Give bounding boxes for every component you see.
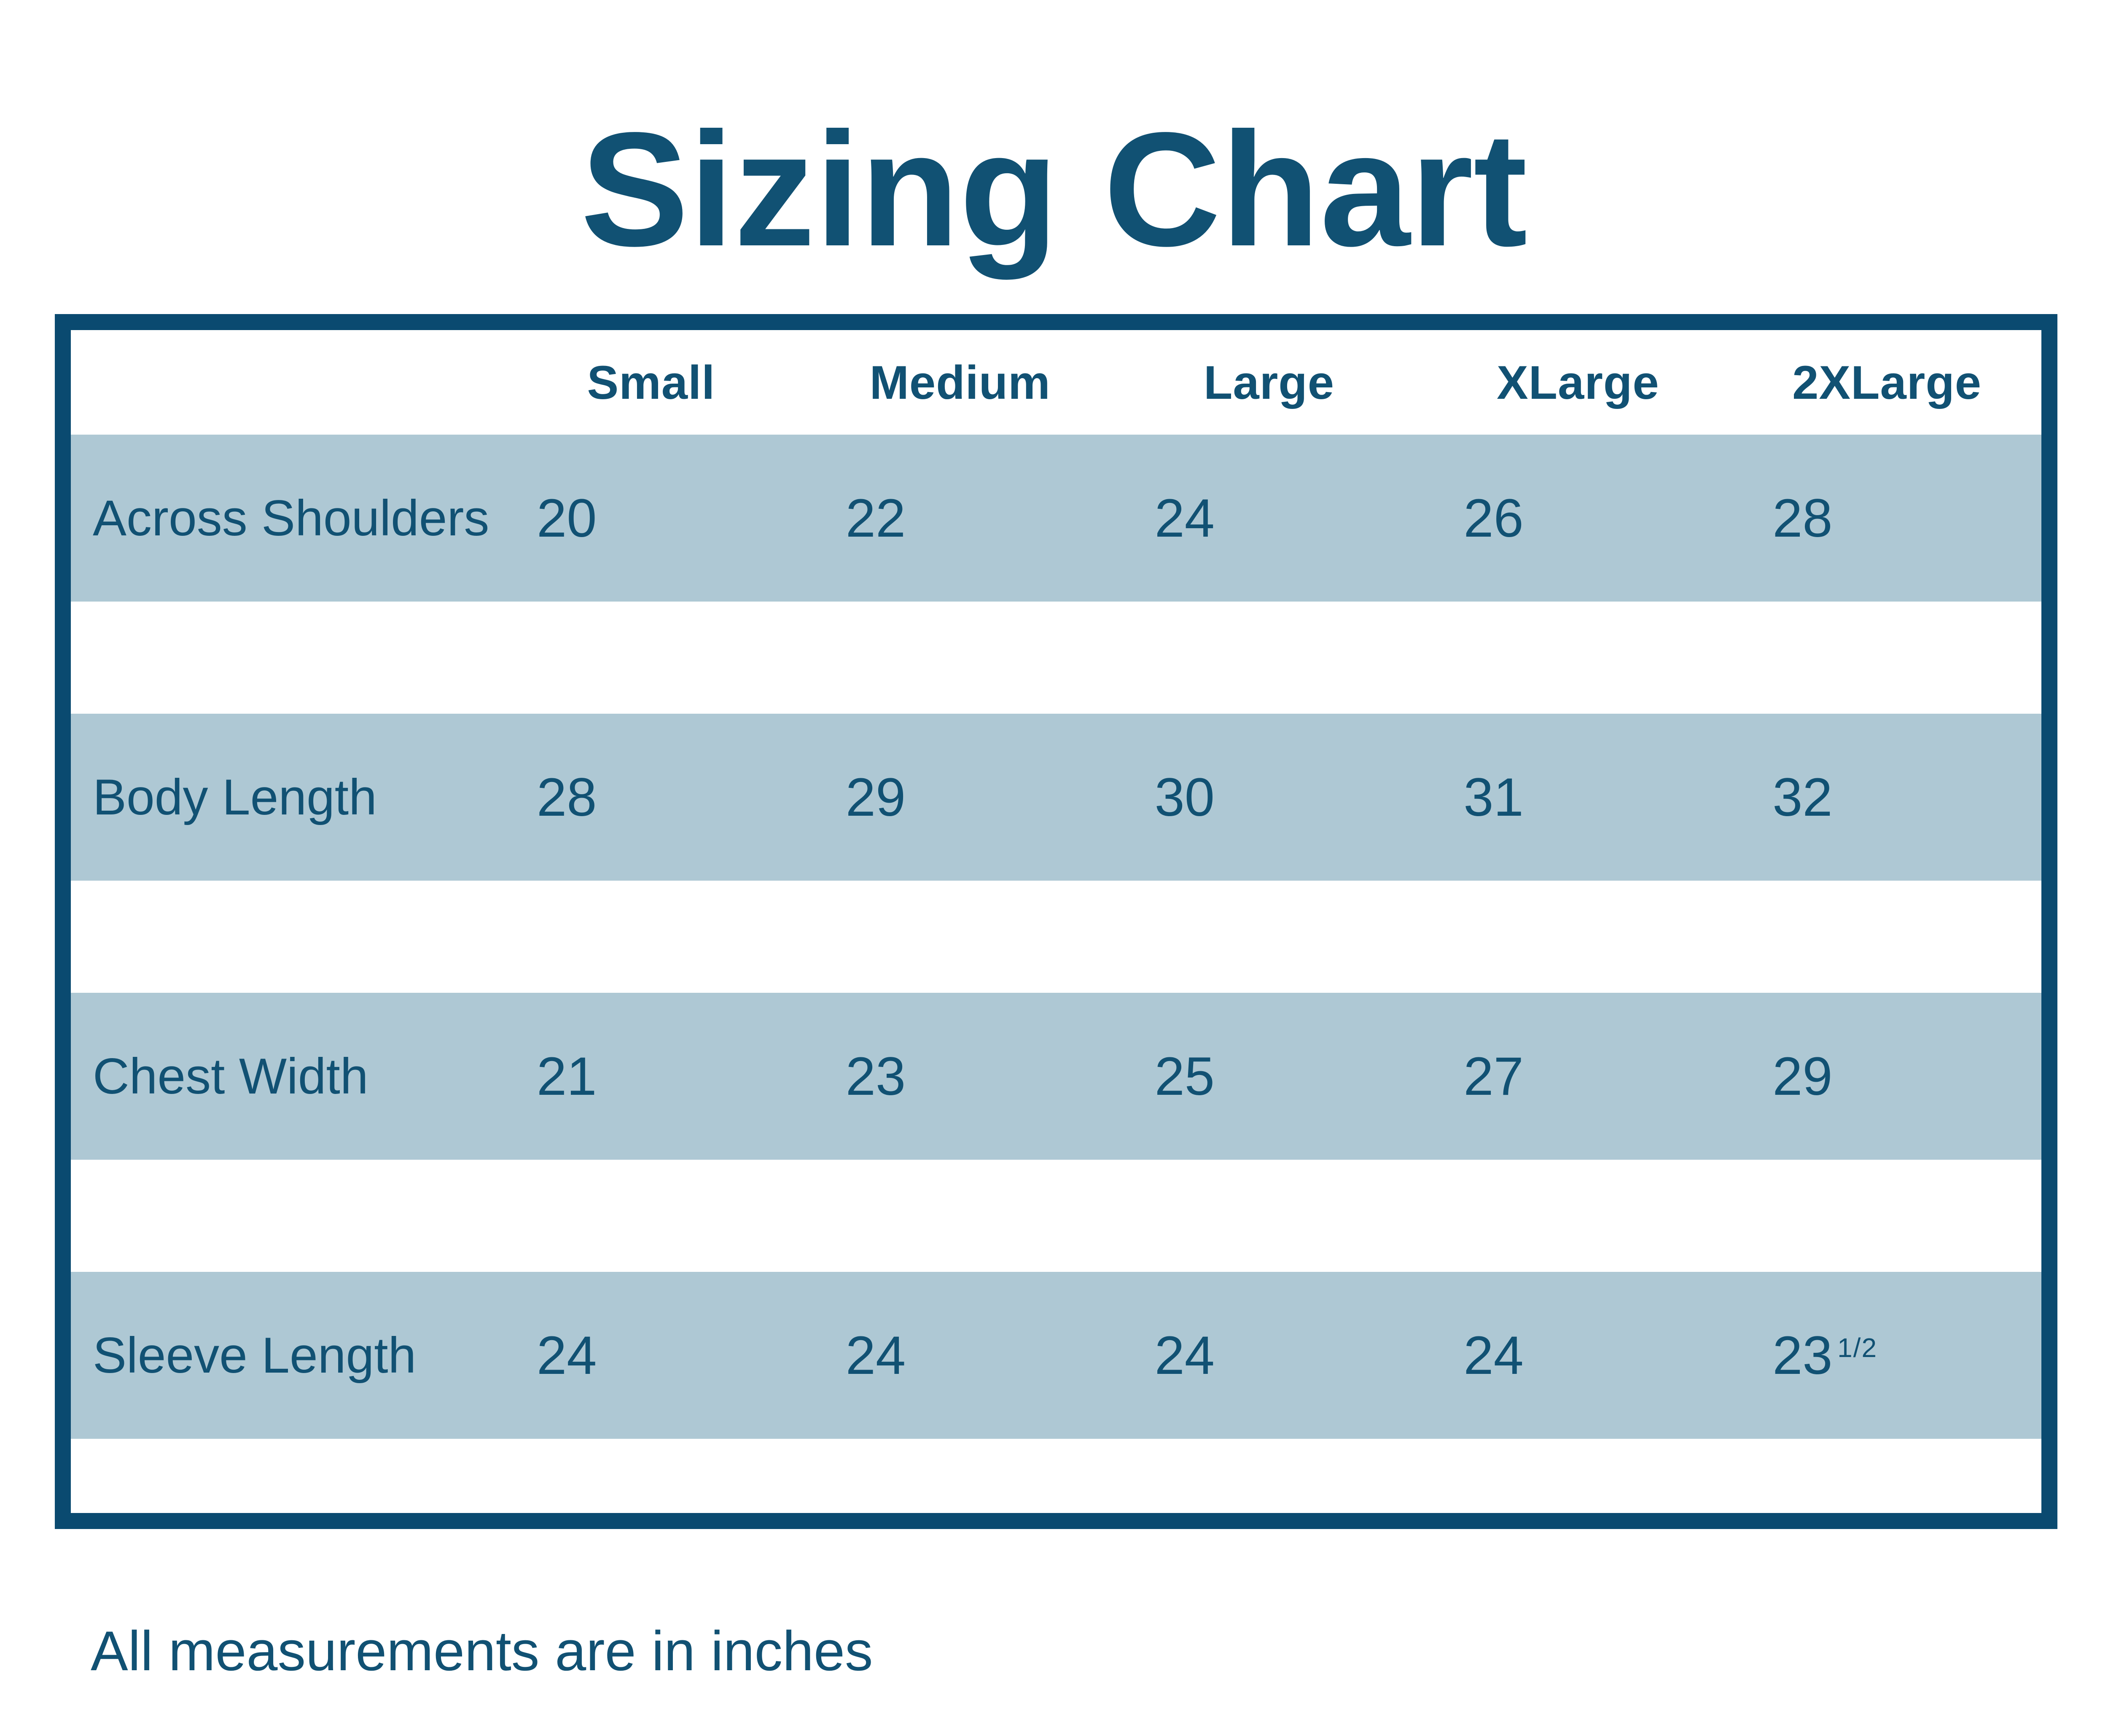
table-row-across-shoulders: Across Shoulders 20 22 24 26 28 — [71, 435, 2041, 602]
row-separator — [71, 881, 2041, 993]
table-cell: 21 — [537, 1046, 597, 1107]
table-cell: 22 — [845, 488, 906, 548]
table-row-chest-width: Chest Width 21 23 25 27 29 — [71, 993, 2041, 1160]
cell-value-fraction: 1/2 — [1837, 1332, 1878, 1363]
table-cell: 20 — [537, 488, 597, 548]
table-cell: 29 — [1772, 1046, 1833, 1107]
table-bottom-filler — [71, 1439, 2041, 1513]
table-cell: 23 — [845, 1046, 906, 1107]
table-cell: 28 — [537, 767, 597, 828]
table-cell: 32 — [1772, 767, 1833, 828]
table-cell: 29 — [845, 767, 906, 828]
table-cell: 28 — [1772, 488, 1833, 548]
table-cell: 25 — [1154, 1046, 1215, 1107]
measurements-footnote: All measurements are in inches — [91, 1620, 873, 1682]
table-cell: 24 — [1154, 488, 1215, 548]
column-header-medium: Medium — [869, 356, 1051, 409]
column-header-xlarge: XLarge — [1496, 356, 1659, 409]
row-label: Across Shoulders — [93, 490, 489, 546]
table-cell: 23 1/2 — [1732, 1325, 2041, 1387]
table-cell: 24 — [845, 1325, 906, 1386]
row-label: Chest Width — [93, 1048, 368, 1104]
row-label: Sleeve Length — [93, 1327, 417, 1384]
sizing-table: Small Medium Large XLarge 2XLarge Across… — [55, 314, 2057, 1529]
table-cell: 24 — [1154, 1325, 1215, 1386]
page-title: Sizing Chart — [581, 98, 1527, 280]
column-header-2xlarge: 2XLarge — [1792, 356, 1982, 409]
table-cell: 24 — [1463, 1325, 1524, 1386]
table-row-sleeve-length: Sleeve Length 24 24 24 24 23 1/2 — [71, 1272, 2041, 1439]
table-cell: 30 — [1154, 767, 1215, 828]
column-header-large: Large — [1203, 356, 1334, 409]
table-cell: 31 — [1463, 767, 1524, 828]
table-cell: 26 — [1463, 488, 1524, 548]
table-row-body-length: Body Length 28 29 30 31 32 — [71, 714, 2041, 881]
table-cell: 24 — [537, 1325, 597, 1386]
row-label: Body Length — [93, 769, 377, 825]
table-cell: 27 — [1463, 1046, 1524, 1107]
row-separator — [71, 1160, 2041, 1272]
row-separator — [71, 602, 2041, 714]
column-header-small: Small — [587, 356, 715, 409]
header-row: Small Medium Large XLarge 2XLarge — [71, 330, 2041, 435]
cell-value-main: 23 — [1772, 1325, 1833, 1386]
